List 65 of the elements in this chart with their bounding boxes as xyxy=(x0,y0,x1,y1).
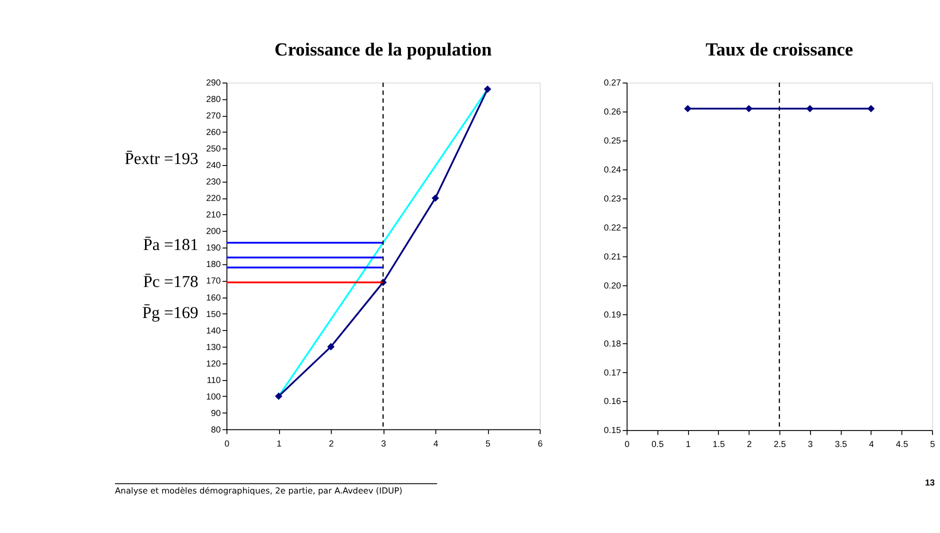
y-tick-label: 0.17 xyxy=(604,367,622,378)
x-tick-label: 2 xyxy=(328,438,334,448)
y-tick-label: 0.15 xyxy=(604,425,622,436)
y-tick-label: 170 xyxy=(206,276,221,286)
y-tick-label: 110 xyxy=(206,374,221,385)
text: P̄a =181 xyxy=(143,235,198,254)
y-tick-label: 80 xyxy=(210,424,221,434)
y-tick-label: 280 xyxy=(206,94,221,104)
x-tick-label: 5 xyxy=(486,438,491,448)
x-tick-label: 2.5 xyxy=(774,439,786,450)
chart-title: Croissance de la population xyxy=(274,39,492,60)
y-tick-label: 250 xyxy=(206,144,221,154)
x-tick-label: 2 xyxy=(746,439,752,450)
y-tick-label: 0.22 xyxy=(604,222,622,232)
y-tick-label: 0.26 xyxy=(604,106,622,117)
y-tick-label: 0.27 xyxy=(604,78,622,88)
text: 13 xyxy=(924,477,935,488)
y-tick-label: 0.18 xyxy=(604,338,622,348)
y-tick-label: 150 xyxy=(206,308,221,319)
y-tick-label: 90 xyxy=(210,408,221,418)
text: Analyse et modèles démographiques, 2e partie, par A.Avdeev (IDUP) xyxy=(114,485,402,496)
text: P̄g =169 xyxy=(142,302,198,322)
x-tick-label: 5 xyxy=(930,439,936,450)
y-tick-label: 180 xyxy=(206,259,221,270)
point xyxy=(484,85,492,93)
x-tick-label: 1 xyxy=(686,439,691,450)
point xyxy=(432,194,440,202)
x-tick-label: 3.5 xyxy=(834,439,848,450)
x-tick-label: 1.5 xyxy=(712,439,725,450)
y-tick-label: 100 xyxy=(206,391,221,402)
y-tick-label: 220 xyxy=(206,193,221,204)
x-tick-label: 4 xyxy=(869,439,874,450)
x-tick-label: 0 xyxy=(624,439,630,450)
x-tick-label: 0 xyxy=(224,438,230,448)
y-tick-label: 210 xyxy=(206,210,221,220)
x-tick-label: 3 xyxy=(381,438,386,448)
y-tick-label: 0.23 xyxy=(604,193,622,204)
x-tick-label: 6 xyxy=(538,438,543,448)
y-tick-label: 160 xyxy=(206,292,221,302)
text: P̄c =178 xyxy=(143,272,198,292)
x-tick-label: 4 xyxy=(433,438,438,448)
y-tick-label: 140 xyxy=(206,325,221,336)
y-tick-label: 120 xyxy=(206,358,221,368)
y-tick-label: 230 xyxy=(206,176,221,187)
y-tick-label: 190 xyxy=(206,242,221,253)
x-tick-label: 3 xyxy=(808,439,813,450)
y-tick-label: 0.24 xyxy=(604,164,622,175)
y-tick-label: 200 xyxy=(206,226,221,236)
y-tick-label: 240 xyxy=(206,160,221,170)
x-tick-label: 0.5 xyxy=(652,439,664,450)
y-tick-label: 0.19 xyxy=(604,309,622,320)
y-tick-label: 270 xyxy=(206,110,221,121)
chart-title: Taux de croissance xyxy=(706,39,854,60)
y-tick-label: 0.20 xyxy=(604,280,622,290)
y-tick-label: 260 xyxy=(206,127,221,138)
y-tick-label: 0.21 xyxy=(604,251,622,262)
x-tick-label: 4.5 xyxy=(896,439,908,450)
y-tick-label: 0.25 xyxy=(604,136,622,146)
text: P̄extr =193 xyxy=(124,149,198,168)
x-tick-label: 1 xyxy=(276,438,282,448)
point xyxy=(327,343,335,350)
y-tick-label: 130 xyxy=(206,342,221,352)
y-tick-label: 0.16 xyxy=(604,396,622,406)
point xyxy=(274,392,282,400)
y-tick-label: 290 xyxy=(206,78,221,88)
